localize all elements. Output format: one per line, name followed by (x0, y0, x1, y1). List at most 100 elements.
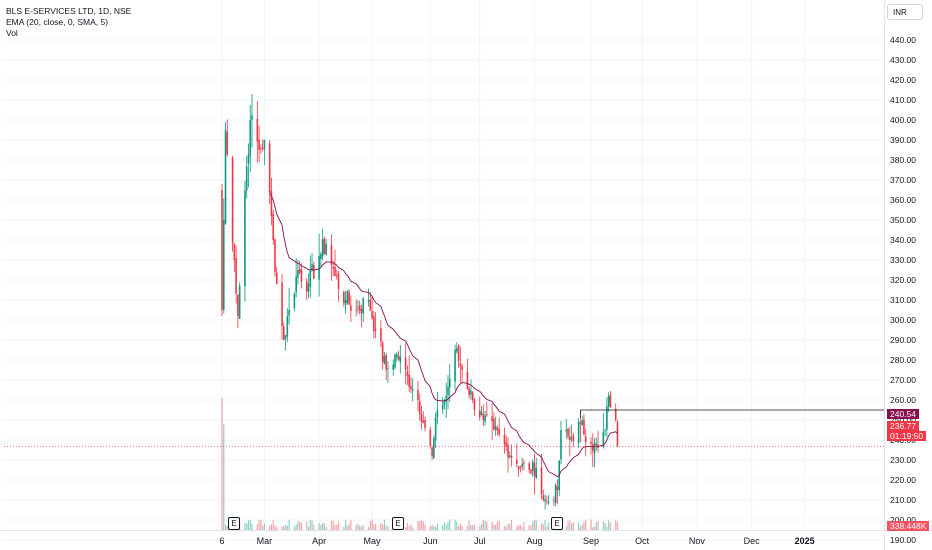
volume-bar (406, 522, 408, 530)
candle-body (567, 428, 569, 437)
ema-indicator-label[interactable]: EMA (20, close, 0, SMA, 5) (6, 17, 109, 27)
volume-bar (535, 520, 537, 530)
volume-bar (269, 525, 271, 530)
volume-bar (581, 524, 583, 530)
volume-bar (344, 519, 347, 530)
earnings-badge[interactable]: E (392, 517, 404, 530)
candle-body (540, 467, 543, 495)
y-tick-label: 200.00 (890, 515, 916, 525)
candle-body (459, 363, 462, 367)
candle-body (260, 148, 262, 150)
candle-body (226, 132, 229, 155)
candle-body (380, 328, 382, 342)
volume-bar (373, 524, 375, 530)
candle-body (325, 244, 327, 255)
candle-body (473, 399, 476, 410)
volume-bar (593, 526, 596, 530)
volume-bar (447, 521, 449, 530)
candle-body (256, 118, 259, 142)
candle-body (533, 462, 536, 477)
candle-body (337, 273, 340, 289)
volume-bar (565, 526, 567, 530)
earnings-badge[interactable]: E (551, 517, 563, 530)
candle-body (454, 350, 456, 382)
volume-bar (491, 521, 493, 530)
candle-body (350, 305, 352, 311)
y-tick-label: 430.00 (890, 55, 916, 65)
candle-body (313, 265, 315, 279)
x-tick-label: Jun (423, 536, 438, 546)
volume-bar (507, 524, 509, 530)
volume-bar (272, 520, 274, 530)
volume-bar (350, 520, 352, 530)
volume-indicator-label[interactable]: Vol (6, 28, 18, 38)
candle-body (399, 356, 402, 363)
candle-body (275, 272, 278, 284)
volume-bar (459, 523, 461, 530)
y-tick-label: 220.00 (890, 475, 916, 485)
volume-bar (572, 522, 574, 530)
volume-bar (251, 523, 253, 530)
candle-body (590, 441, 592, 444)
candle-body (583, 419, 585, 435)
candle-body (297, 270, 299, 278)
volume-tag: 338.448K (887, 521, 930, 531)
volume-bar (346, 526, 348, 530)
volume-bar (445, 524, 447, 530)
currency-button[interactable]: INR (887, 4, 923, 20)
candle-body (307, 284, 310, 292)
volume-bar (247, 520, 250, 530)
candle-body (516, 459, 518, 464)
y-tick-label: 310.00 (890, 295, 916, 305)
volume-bar (412, 527, 414, 530)
volume-bar (221, 398, 223, 530)
volume-bar (616, 521, 619, 530)
candle-body (268, 143, 271, 193)
candle-body (371, 311, 373, 319)
volume-bar (472, 525, 474, 530)
volume-bar (383, 519, 386, 530)
volume-bar (567, 520, 569, 530)
y-tick-label: 340.00 (890, 235, 916, 245)
chart-legend: BLS E-SERVICES LTD, 1D, NSE EMA (20, clo… (6, 6, 131, 39)
volume-bar (540, 523, 543, 530)
candle-body (369, 300, 372, 311)
volume-bar (284, 525, 287, 530)
volume-bar (309, 520, 311, 530)
candle-body (433, 438, 435, 458)
candle-body (602, 431, 605, 447)
volume-bar (270, 524, 273, 530)
x-tick-label: Jul (474, 536, 486, 546)
volume-bar (433, 526, 435, 530)
volume-bar (226, 526, 228, 530)
x-tick-label: Apr (312, 536, 326, 546)
volume-bar (343, 526, 345, 530)
candle-body (343, 291, 345, 304)
volume-bar (405, 527, 407, 530)
candle-body (311, 264, 313, 270)
candle-body (397, 356, 400, 360)
volume-bar (457, 526, 460, 530)
volume-bar (367, 527, 370, 530)
volume-bar (533, 520, 536, 530)
volume-bar (325, 526, 327, 530)
candle-body (468, 388, 470, 395)
volume-bar (431, 524, 433, 530)
volume-bar (385, 525, 387, 530)
earnings-badge[interactable]: E (228, 517, 240, 530)
y-tick-label: 230.00 (890, 455, 916, 465)
candle-body (542, 495, 545, 500)
candle-body (466, 371, 469, 390)
candle-body (420, 414, 423, 423)
volume-bar (359, 525, 361, 530)
volume-bar (348, 524, 350, 530)
candle-body (424, 420, 426, 428)
volume-bar (592, 527, 594, 530)
volume-bar (486, 521, 488, 530)
volume-bar (244, 523, 246, 530)
candle-body (535, 468, 538, 479)
candle-body (263, 140, 266, 149)
candle-body (284, 335, 287, 339)
candle-body (517, 466, 520, 470)
